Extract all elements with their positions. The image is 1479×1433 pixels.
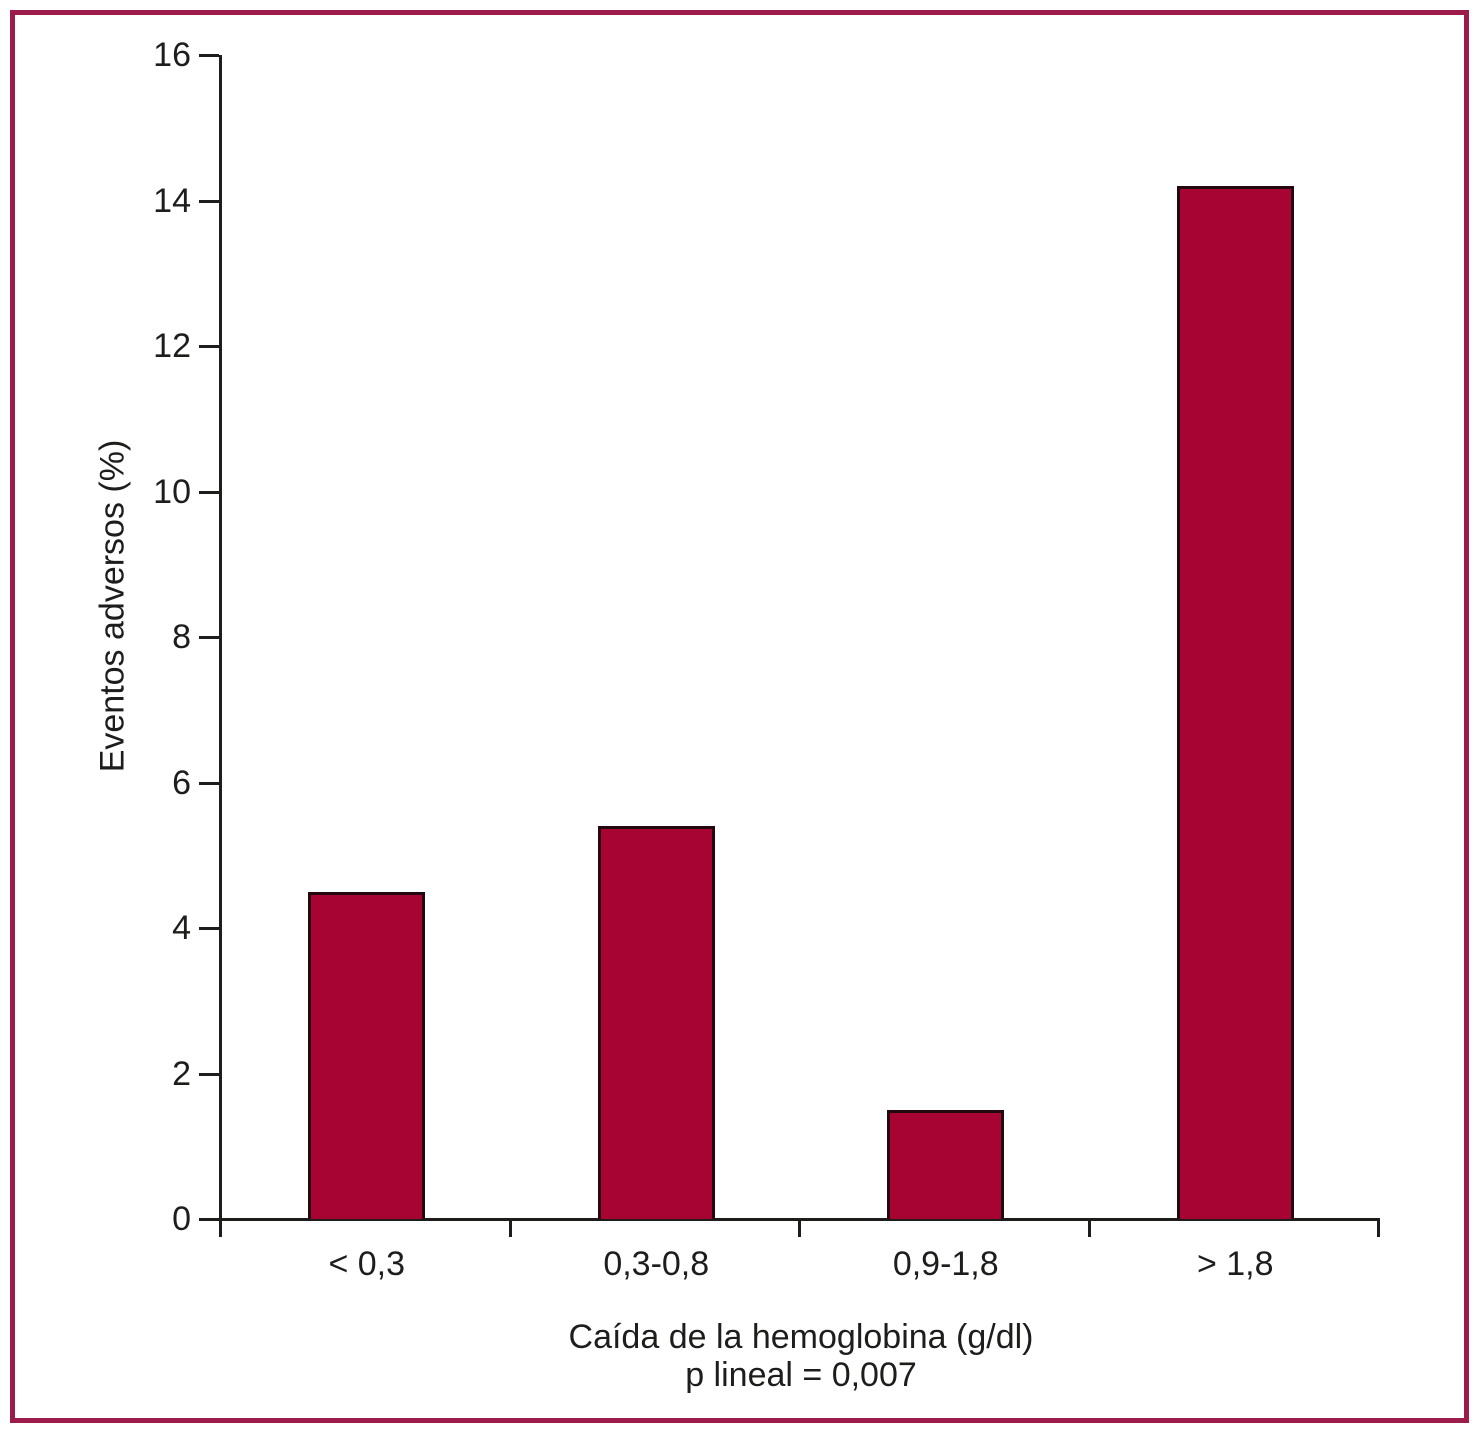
y-tick-label: 16 <box>153 36 191 74</box>
y-tick-mark <box>199 199 219 203</box>
y-tick-label: 6 <box>172 763 191 802</box>
y-tick-label: 10 <box>153 472 191 511</box>
y-tick-mark <box>199 927 219 930</box>
p-value-annotation: p lineal = 0,007 <box>685 1356 917 1394</box>
figure-border <box>10 10 1469 1423</box>
y-tick-mark <box>199 1072 219 1076</box>
y-tick-mark <box>199 490 219 494</box>
y-tick-label: 12 <box>153 327 191 365</box>
category-label: > 1,8 <box>1196 1245 1274 1283</box>
category-label: 0,3-0,8 <box>603 1245 710 1283</box>
y-tick-label: 8 <box>172 618 191 656</box>
x-tick-mark <box>508 1219 512 1237</box>
bar <box>308 891 426 1219</box>
x-tick-mark <box>1087 1219 1091 1237</box>
y-tick-label: 14 <box>153 181 191 220</box>
y-tick-label: 2 <box>172 1054 191 1093</box>
bar <box>887 1109 1005 1219</box>
y-tick-mark <box>199 345 219 348</box>
bar <box>1176 185 1294 1219</box>
x-tick-mark <box>798 1219 801 1237</box>
category-label: < 0,3 <box>328 1245 406 1283</box>
y-tick-mark <box>199 781 219 785</box>
x-axis-title: Caída de la hemoglobina (g/dl) <box>568 1318 1034 1356</box>
y-tick-mark <box>199 1218 219 1221</box>
category-label: 0,9-1,8 <box>892 1245 999 1283</box>
x-tick-mark <box>1377 1219 1380 1237</box>
y-tick-mark <box>199 54 219 57</box>
y-tick-label: 0 <box>172 1200 191 1238</box>
bar <box>597 826 715 1219</box>
y-tick-label: 4 <box>172 909 191 947</box>
y-axis-line <box>219 55 222 1237</box>
y-tick-mark <box>199 636 219 639</box>
